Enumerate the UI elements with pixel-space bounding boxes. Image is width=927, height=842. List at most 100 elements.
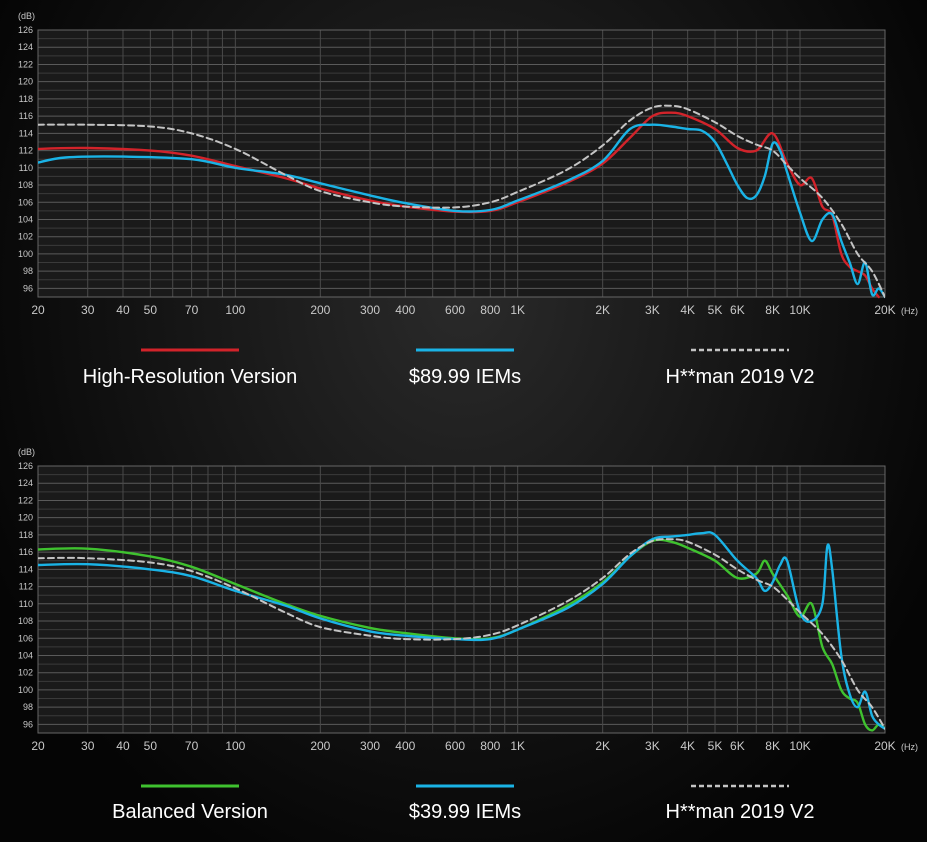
x-tick-label: 40 [116, 739, 130, 753]
x-tick-label: 30 [81, 739, 95, 753]
series-line [38, 123, 885, 299]
y-tick-label: 100 [18, 685, 33, 695]
x-tick-label: 20K [874, 739, 895, 753]
y-tick-label: 108 [18, 180, 33, 190]
series-line [38, 111, 880, 299]
y-tick-label: 124 [18, 478, 33, 488]
x-tick-label: 400 [395, 739, 415, 753]
y-tick-label: 104 [18, 650, 33, 660]
x-tick-label: 50 [144, 739, 158, 753]
x-tick-label: 70 [185, 739, 199, 753]
series-line [38, 104, 885, 298]
x-tick-label: 10K [789, 739, 810, 753]
x-tick-label: 4K [680, 303, 695, 317]
y-tick-label: 116 [19, 111, 33, 121]
y-tick-label: 98 [23, 702, 33, 712]
x-tick-label: 3K [645, 739, 660, 753]
gridlines [37, 465, 886, 734]
y-tick-label: 126 [18, 461, 33, 471]
y-tick-label: 108 [18, 616, 33, 626]
x-tick-label: 10K [789, 303, 810, 317]
legend-label: Balanced Version [112, 801, 268, 823]
y-tick-label: 102 [18, 668, 33, 678]
x-tick-label: 8K [765, 303, 780, 317]
y-tick-label: 98 [23, 266, 33, 276]
x-tick-label: 20K [874, 303, 895, 317]
x-tick-label: 5K [708, 739, 723, 753]
y-tick-label: 122 [18, 495, 33, 505]
x-tick-label: 2K [595, 739, 610, 753]
legend-label: H**man 2019 V2 [666, 801, 815, 823]
y-tick-label: 112 [19, 582, 33, 592]
y-axis-label: (dB) [18, 11, 35, 21]
y-tick-label: 110 [19, 599, 33, 609]
y-tick-label: 104 [18, 214, 33, 224]
legend: High-Resolution Version $89.99 IEMs H**man… [83, 348, 815, 388]
x-tick-label: 100 [225, 303, 245, 317]
y-tick-label: 106 [18, 633, 33, 643]
y-tick-label: 122 [18, 59, 33, 69]
x-tick-label: 300 [360, 303, 380, 317]
plot-area [38, 30, 885, 297]
y-tick-label: 112 [19, 146, 33, 156]
x-tick-label: 2K [595, 303, 610, 317]
plot-area [38, 466, 885, 733]
y-axis-label: (dB) [18, 447, 35, 457]
y-tick-label: 120 [18, 77, 33, 87]
legend: Balanced Version $39.99 IEMs H**man 2019 V… [112, 784, 815, 823]
x-tick-label: 600 [445, 739, 465, 753]
y-tick-label: 96 [23, 719, 33, 729]
x-tick-label: 70 [185, 303, 199, 317]
gridlines [37, 29, 886, 298]
y-tick-label: 120 [18, 513, 33, 523]
y-tick-label: 116 [19, 547, 33, 557]
x-tick-label: 6K [730, 739, 745, 753]
x-tick-label: 40 [116, 303, 130, 317]
x-tick-label: 1K [510, 303, 525, 317]
x-tick-label: 8K [765, 739, 780, 753]
series-curves [38, 104, 885, 299]
y-tick-label: 124 [18, 42, 33, 52]
x-tick-label: 100 [225, 739, 245, 753]
legend-label: High-Resolution Version [83, 366, 298, 388]
series-curves [38, 531, 885, 732]
y-tick-label: 106 [18, 197, 33, 207]
x-tick-label: 800 [480, 303, 500, 317]
series-line [38, 538, 885, 732]
x-tick-label: 6K [730, 303, 745, 317]
y-tick-label: 114 [19, 564, 33, 574]
series-line [38, 531, 885, 730]
x-tick-label: 200 [310, 739, 330, 753]
legend-label: $39.99 IEMs [409, 801, 521, 823]
x-tick-label: 600 [445, 303, 465, 317]
y-tick-label: 114 [19, 128, 33, 138]
legend-label: H**man 2019 V2 [666, 366, 815, 388]
x-tick-label: 3K [645, 303, 660, 317]
y-tick-label: 126 [18, 25, 33, 35]
x-tick-label: 1K [510, 739, 525, 753]
x-tick-label: 30 [81, 303, 95, 317]
y-tick-label: 102 [18, 232, 33, 242]
x-axis-unit: (Hz) [901, 742, 918, 752]
chart-1: (dB) 126 124 122 120 118 116 114 112 110 108 106 104… [18, 11, 918, 388]
x-tick-label: 20 [31, 303, 45, 317]
x-tick-label: 200 [310, 303, 330, 317]
x-tick-label: 300 [360, 739, 380, 753]
chart-2: (dB) 126 124 122 120 118 116 114 112 110 108 106 104… [18, 447, 918, 823]
series-line [38, 538, 885, 730]
y-tick-label: 110 [19, 163, 33, 173]
x-tick-label: 400 [395, 303, 415, 317]
x-tick-label: 5K [708, 303, 723, 317]
x-axis-unit: (Hz) [901, 306, 918, 316]
y-tick-label: 96 [23, 283, 33, 293]
x-tick-label: 50 [144, 303, 158, 317]
legend-label: $89.99 IEMs [409, 366, 521, 388]
y-tick-label: 100 [18, 249, 33, 259]
x-tick-label: 800 [480, 739, 500, 753]
x-tick-label: 20 [31, 739, 45, 753]
plot-border [37, 465, 886, 734]
y-tick-label: 118 [19, 94, 33, 104]
x-tick-label: 4K [680, 739, 695, 753]
